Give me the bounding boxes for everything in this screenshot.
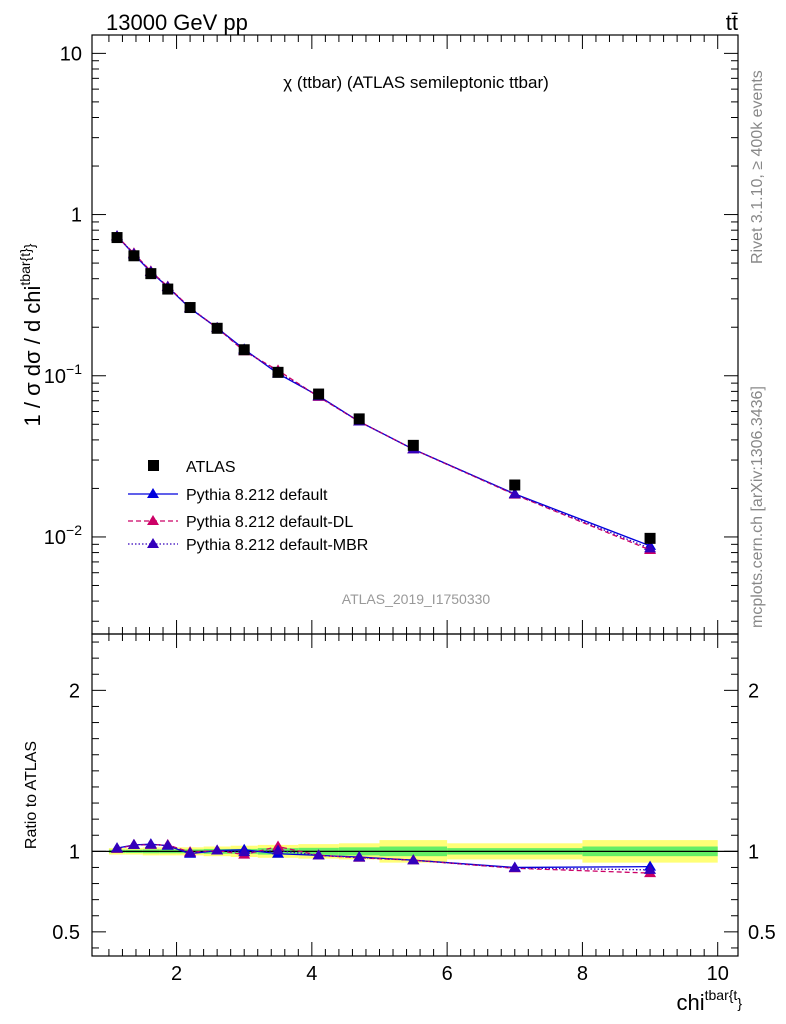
x-axis-label-superscript: tbar{t xyxy=(705,987,738,1003)
ratio-point-mbr xyxy=(111,842,124,853)
main-y-tick-label: 1 xyxy=(71,205,82,227)
ratio-panel: 0.5 0.5 1 1 2 2 2 4 6 8 10 Ratio to ATLAS chitbar{… xyxy=(23,633,776,1015)
main-point-data xyxy=(211,322,223,334)
main-point-data xyxy=(145,268,157,280)
main-y-tick-label-exponent: −1 xyxy=(66,361,82,377)
ratio-axis-ticks xyxy=(92,634,738,956)
main-y-tick-label-base: 10 xyxy=(44,527,66,549)
main-point-data xyxy=(509,479,521,491)
energy-label: 13000 GeV pp xyxy=(106,10,248,35)
main-y-axis-label: 1 / σ dσ / d chitbar{t}} xyxy=(17,243,45,426)
process-label: tt̄ xyxy=(726,10,738,35)
main-point-data xyxy=(238,344,250,356)
main-y-tick-label-base: 10 xyxy=(60,43,82,65)
ratio-y-tick-label-left: 0.5 xyxy=(52,922,80,944)
plot-title: χ (ttbar) (ATLAS semileptonic ttbar) xyxy=(283,73,549,92)
main-point-data xyxy=(407,439,419,451)
ratio-y-axis-label: Ratio to ATLAS xyxy=(23,741,40,849)
ratio-point-mbr xyxy=(312,849,325,860)
ratio-point-mbr xyxy=(161,839,174,850)
main-y-tick-label-exponent: −2 xyxy=(66,522,82,538)
ratio-series-group xyxy=(111,838,657,878)
main-point-data xyxy=(272,366,284,378)
legend-label-default: Pythia 8.212 default xyxy=(186,487,328,504)
legend-marker-atlas xyxy=(148,460,159,471)
x-axis-label-brace: } xyxy=(737,995,742,1011)
main-y-tick-label: 10−1 xyxy=(44,361,82,388)
main-point-data xyxy=(644,532,656,544)
main-point-mbr xyxy=(508,488,521,499)
x-axis-label: chitbar{t} xyxy=(676,987,742,1015)
legend-label-atlas: ATLAS xyxy=(186,459,236,476)
main-point-data xyxy=(184,302,196,314)
x-tick-label: 2 xyxy=(171,963,182,985)
ratio-y-tick-label-right: 1 xyxy=(748,841,759,863)
ratio-point-mbr xyxy=(238,846,251,857)
rivet-version-label: Rivet 3.1.10, ≥ 400k events xyxy=(749,70,766,264)
analysis-id-label: ATLAS_2019_I1750330 xyxy=(342,591,491,607)
x-tick-label: 6 xyxy=(442,963,453,985)
main-point-data xyxy=(128,250,140,262)
x-tick-label: 8 xyxy=(577,963,588,985)
main-point-data xyxy=(353,413,365,425)
main-axis-ticks xyxy=(92,35,738,634)
ratio-plot-frame xyxy=(91,633,739,957)
main-point-data xyxy=(313,388,325,400)
mcplots-source-label: mcplots.cern.ch [arXiv:1306.3436] xyxy=(749,386,766,628)
main-y-tick-label-base: 1 xyxy=(71,205,82,227)
ratio-y-tick-label-right: 0.5 xyxy=(748,922,776,944)
ratio-point-mbr xyxy=(127,838,140,849)
ratio-point-mbr xyxy=(508,861,521,872)
main-point-mbr xyxy=(644,542,657,553)
ratio-point-mbr xyxy=(407,854,420,865)
legend-label-dl: Pythia 8.212 default-DL xyxy=(186,514,353,531)
ratio-point-mbr xyxy=(353,851,366,862)
legend-marker-default xyxy=(147,488,159,498)
legend-marker-mbr xyxy=(147,538,159,548)
x-tick-label: 10 xyxy=(707,963,729,985)
main-series-group xyxy=(111,230,657,554)
ratio-y-tick-label-right: 2 xyxy=(748,680,759,702)
legend: ATLAS Pythia 8.212 default Pythia 8.212 … xyxy=(128,459,368,554)
legend-label-mbr: Pythia 8.212 default-MBR xyxy=(186,537,368,554)
ratio-y-tick-label-left: 1 xyxy=(69,841,80,863)
main-point-data xyxy=(111,232,123,244)
x-axis-label-base: chi xyxy=(676,990,704,1015)
ratio-point-mbr xyxy=(644,863,657,874)
legend-marker-dl xyxy=(147,515,159,525)
main-point-data xyxy=(162,283,174,295)
ratio-point-mbr xyxy=(272,844,285,855)
main-y-axis-label-brace: } xyxy=(21,243,37,248)
ratio-tick-labels: 0.5 0.5 1 1 2 2 2 4 6 8 10 xyxy=(52,680,776,985)
ratio-y-tick-label-left: 2 xyxy=(69,680,80,702)
main-y-axis-label-superscript: tbar{t} xyxy=(17,248,33,286)
x-tick-label: 4 xyxy=(306,963,317,985)
main-y-tick-label: 10 xyxy=(60,43,82,65)
ratio-point-mbr xyxy=(211,844,224,855)
ratio-point-mbr xyxy=(144,838,157,849)
main-y-axis-label-base: 1 / σ dσ / d chi xyxy=(20,286,45,427)
main-y-tick-label: 10−2 xyxy=(44,522,82,549)
ratio-point-mbr xyxy=(184,846,197,857)
main-y-tick-label-base: 10 xyxy=(44,366,66,388)
